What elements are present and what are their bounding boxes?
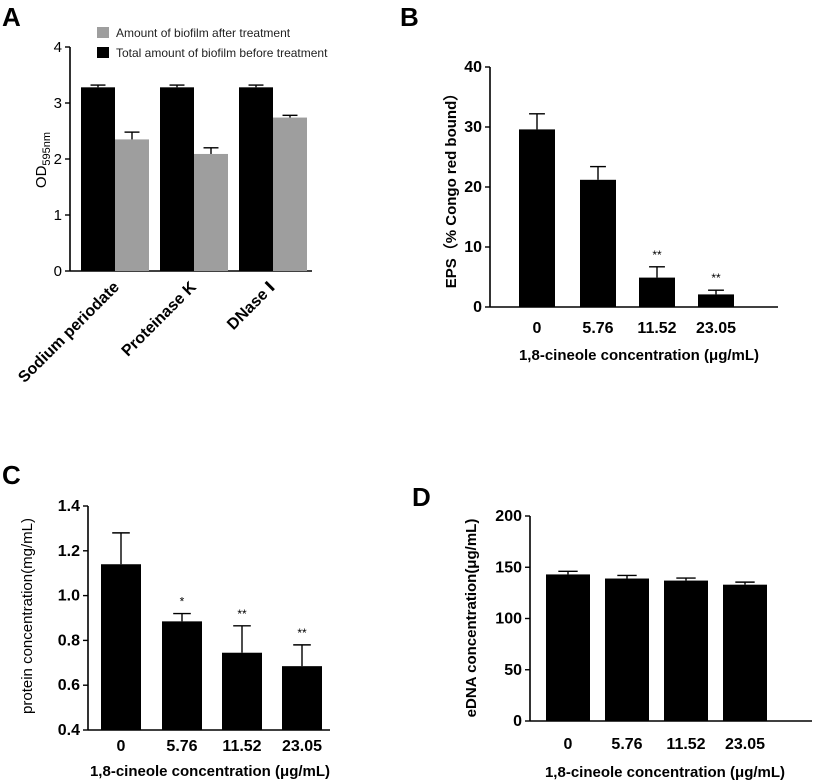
panel-d-letter: D [412, 482, 431, 512]
panel-b-xtick-label: 0 [533, 320, 542, 337]
panel-b-ylabel: EPS（% Congo red bound） [442, 86, 460, 289]
panel-a-ytick-label: 4 [54, 39, 62, 56]
panel-c-ylabel: protein concentration(mg/mL) [19, 518, 36, 714]
panel-d-bar [546, 574, 590, 721]
panel-b-axes: 0 10 20 30 40 [464, 59, 778, 316]
panel-b-bar [639, 277, 675, 307]
panel-b-letter: B [400, 2, 419, 32]
panel-b-xtick-label: 5.76 [582, 320, 613, 337]
panel-b-bar [580, 179, 616, 307]
panel-c-xtick-label: 0 [117, 738, 126, 755]
panel-b-ytick-label: 40 [464, 59, 482, 76]
panel-b-bar [698, 294, 734, 307]
panel-b-significance-marker: ** [711, 271, 721, 285]
panel-b-ytick-label: 10 [464, 239, 482, 256]
legend-label-after: Amount of biofilm after treatment [116, 26, 291, 40]
panel-c-xtick-label: 11.52 [222, 738, 261, 755]
panel-c-significance-marker: ** [237, 607, 247, 621]
panel-b-xtick-label: 11.52 [637, 320, 676, 337]
panel-c: C protein concentration(mg/mL) 0.4 0.6 0.8… [2, 460, 330, 780]
panel-a-letter: A [2, 2, 21, 32]
panel-c-ytick-label: 0.4 [58, 722, 80, 739]
panel-d-xtick-label: 5.76 [611, 736, 642, 753]
panel-c-xtick-label: 5.76 [166, 738, 197, 755]
panel-a-ylabel-main: OD [33, 165, 50, 188]
panel-d-ytick-label: 150 [495, 559, 522, 576]
panel-c-significance-marker: * [180, 595, 185, 609]
panel-d-ytick-label: 200 [495, 508, 522, 525]
panel-a-ytick-label: 1 [54, 207, 62, 224]
panel-d-ytick-label: 50 [504, 662, 522, 679]
panel-a-after-bar [194, 153, 228, 271]
panel-d-bar [605, 578, 649, 721]
panel-b-ytick-label: 0 [473, 299, 482, 316]
panel-d-bar [723, 584, 767, 721]
panel-d-ylabel: eDNA concentration(μg/mL) [463, 519, 480, 718]
panel-c-bars: 0 * 5.76 ** 11.52 ** 23.05 [101, 532, 322, 755]
panel-a-ytick-label: 3 [54, 95, 62, 112]
panel-c-xlabel: 1,8-cineole concentration (μg/mL) [90, 763, 330, 780]
panel-d-xlabel: 1,8-cineole concentration (μg/mL) [545, 764, 785, 781]
panel-a-ylabel-sub: 595nm [41, 132, 53, 166]
panel-a-legend: Amount of biofilm after treatment Total … [97, 26, 328, 60]
panel-d-xtick-label: 23.05 [725, 736, 765, 753]
panel-d-ytick-label: 100 [495, 611, 522, 628]
panel-c-bar [101, 564, 141, 730]
xtick-label-sodium-periodate: Sodium periodate [15, 279, 123, 387]
panel-c-ytick-label: 1.2 [58, 543, 80, 560]
xtick-label-proteinase-k: Proteinase K [119, 278, 200, 359]
panel-b-bars: 0 5.76 ** 11.52 ** 23.05 [519, 113, 736, 337]
panel-c-axes: 0.4 0.6 0.8 1.0 1.2 1.4 [58, 498, 330, 739]
panel-a-total-bar [239, 87, 273, 271]
panel-a-ytick-label: 2 [54, 151, 62, 168]
panel-a-total-bar [160, 87, 194, 271]
panel-d: D eDNA concentration(μg/mL) 0 50 100 150 200… [412, 482, 812, 781]
panel-b-ytick-label: 30 [464, 119, 482, 136]
panel-b: B EPS（% Congo red bound） 0 10 20 30 40 0 5.76… [400, 2, 778, 364]
panel-c-ytick-label: 0.8 [58, 632, 80, 649]
panel-b-significance-marker: ** [652, 248, 662, 262]
panel-c-significance-marker: ** [297, 626, 307, 640]
panel-a-bars [81, 84, 307, 271]
legend-swatch-after [97, 27, 109, 38]
xtick-label-dnase: DNase Ⅰ [224, 279, 279, 334]
panel-a-after-bar [115, 139, 149, 271]
panel-b-ytick-label: 20 [464, 179, 482, 196]
panel-d-bar [664, 580, 708, 721]
panel-c-bar [282, 666, 322, 730]
panel-c-bar [222, 652, 262, 730]
panel-d-xtick-label: 11.52 [666, 736, 705, 753]
panel-a-ylabel: OD595nm [33, 132, 53, 188]
panel-d-xtick-label: 0 [564, 736, 573, 753]
legend-label-total: Total amount of biofilm before treatment [116, 46, 328, 60]
panel-c-xtick-label: 23.05 [282, 738, 322, 755]
panel-c-letter: C [2, 460, 21, 490]
panel-b-xlabel: 1,8-cineole concentration (μg/mL) [519, 347, 759, 364]
panel-c-ytick-label: 1.4 [58, 498, 80, 515]
panel-c-ytick-label: 1.0 [58, 588, 80, 605]
panel-a-after-bar [273, 117, 307, 271]
panel-a-xticklabels: Sodium periodate Proteinase K DNase Ⅰ [15, 278, 279, 386]
panel-b-xtick-label: 23.05 [696, 320, 736, 337]
panel-d-bars: 0 5.76 11.52 23.05 [546, 570, 767, 753]
legend-swatch-total [97, 47, 109, 58]
panel-a-total-bar [81, 87, 115, 271]
panel-b-bar [519, 129, 555, 307]
panel-a-ytick-label: 0 [54, 263, 62, 280]
panel-a: A Amount of biofilm after treatment Tota… [2, 2, 328, 386]
panel-d-ytick-label: 0 [513, 713, 522, 730]
panel-c-bar [162, 621, 202, 730]
panel-c-ytick-label: 0.6 [58, 677, 80, 694]
